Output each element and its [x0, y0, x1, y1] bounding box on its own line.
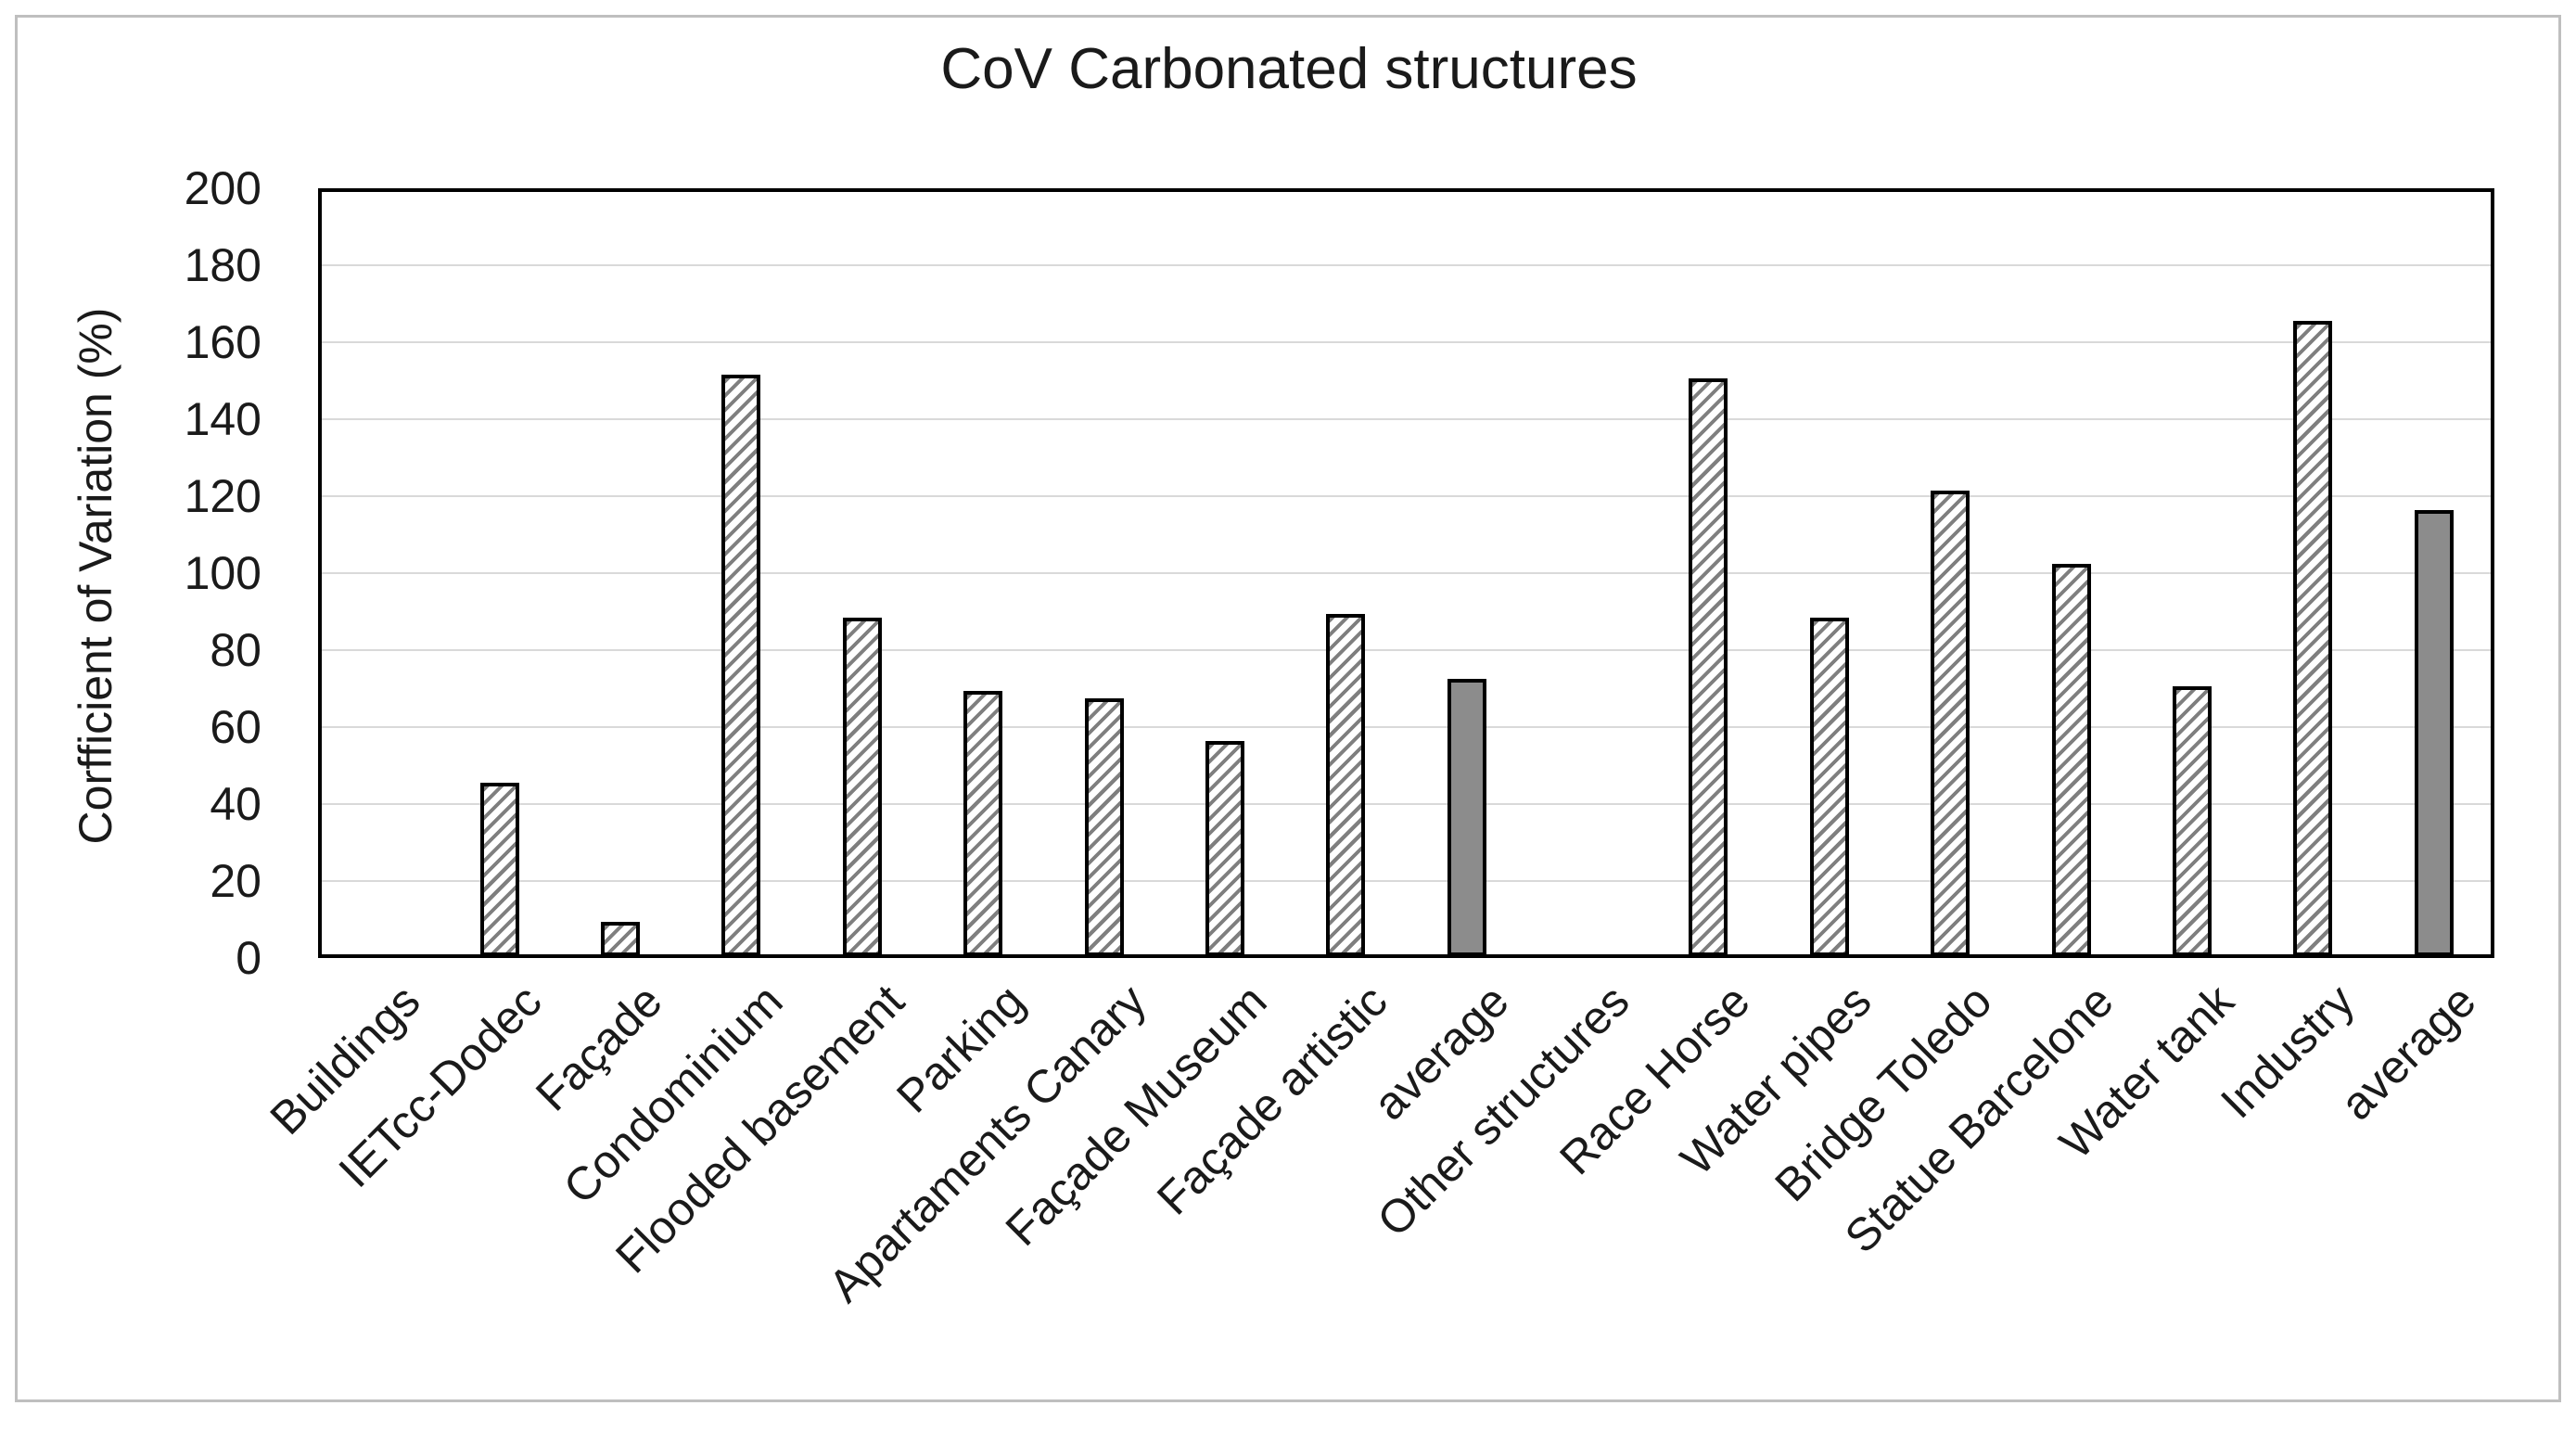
y-tick-label: 100	[184, 547, 261, 599]
gridline	[318, 341, 2494, 343]
y-tick-label: 20	[210, 855, 261, 907]
gridline	[318, 572, 2494, 574]
bar-industry	[2293, 321, 2332, 956]
bar-statue-barcelone	[2052, 564, 2091, 956]
chart-title: CoV Carbonated structures	[940, 37, 1638, 101]
bar-race-horse	[1689, 378, 1728, 956]
gridline	[318, 880, 2494, 882]
y-tick-label: 60	[210, 701, 261, 753]
gridline	[318, 264, 2494, 266]
bar-apartaments-canary	[1085, 698, 1124, 956]
y-tick-label: 160	[184, 316, 261, 368]
bar-condominium	[721, 375, 760, 956]
gridline	[318, 726, 2494, 728]
gridline	[318, 649, 2494, 651]
gridline	[318, 803, 2494, 805]
bar-water-pipes	[1810, 618, 1849, 956]
bar-façade	[601, 922, 640, 956]
y-tick-label: 80	[210, 624, 261, 676]
gridline	[318, 495, 2494, 497]
bar-parking	[963, 691, 1002, 956]
y-tick-label: 0	[236, 932, 261, 984]
bar-average	[1447, 679, 1486, 956]
bar-flooded-basement	[843, 618, 882, 956]
y-tick-label: 120	[184, 470, 261, 522]
bar-façade-museum	[1205, 741, 1244, 956]
bar-bridge-toledo	[1931, 491, 1970, 956]
figure-frame	[15, 15, 2561, 1402]
bar-façade-artistic	[1326, 614, 1365, 956]
bar-ietcc-dodec	[480, 783, 519, 956]
y-tick-label: 40	[210, 778, 261, 830]
bar-water-tank	[2173, 686, 2212, 956]
y-tick-label: 200	[184, 162, 261, 214]
bar-average	[2415, 510, 2454, 956]
y-tick-label: 180	[184, 239, 261, 291]
y-tick-label: 140	[184, 393, 261, 445]
gridline	[318, 418, 2494, 420]
